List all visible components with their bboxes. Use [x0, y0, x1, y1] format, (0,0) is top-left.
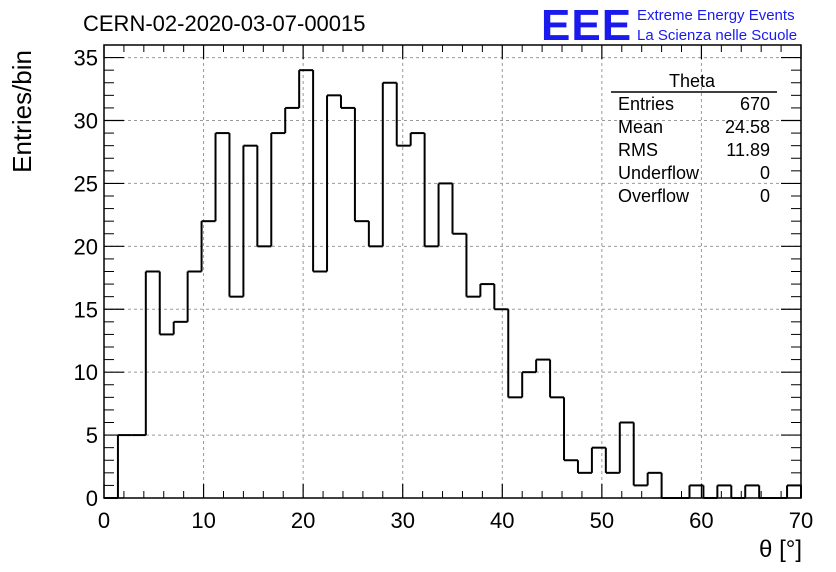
stats-label-overflow: Overflow [618, 186, 690, 206]
stats-title: Theta [669, 71, 716, 91]
x-tick-label: 0 [98, 508, 110, 533]
stats-value-overflow: 0 [760, 186, 770, 206]
y-tick-label: 20 [74, 234, 98, 259]
stats-value-entries: 670 [740, 94, 770, 114]
eee-logo-line1: Extreme Energy Events [637, 7, 795, 24]
stats-value-rms: 11.89 [726, 140, 770, 160]
stats-label-mean: Mean [618, 117, 663, 137]
y-tick-label: 15 [74, 297, 98, 322]
y-tick-label: 35 [74, 46, 98, 71]
stats-box: Theta Entries 670 Mean 24.58 RMS 11.89 U… [611, 71, 777, 206]
plot-frame [103, 44, 802, 499]
x-tick-label: 30 [390, 508, 414, 533]
stats-label-entries: Entries [618, 94, 674, 114]
stats-label-underflow: Underflow [618, 163, 700, 183]
eee-logo: EEE [541, 1, 632, 50]
y-tick-label: 30 [74, 109, 98, 134]
x-axis-label: θ [°] [759, 536, 802, 563]
x-tick-label: 50 [590, 508, 614, 533]
tick-labels: 0 10 20 30 40 50 60 70 0 5 10 15 20 25 30 35 [74, 46, 814, 533]
y-tick-label: 25 [74, 171, 98, 196]
x-tick-label: 40 [490, 508, 514, 533]
eee-logo-line2: La Scienza nelle Scuole [637, 27, 797, 44]
y-tick-label: 5 [86, 423, 98, 448]
x-tick-label: 10 [191, 508, 215, 533]
y-axis-label: Entries/bin [7, 50, 37, 173]
stats-value-underflow: 0 [760, 163, 770, 183]
axis-ticks [103, 44, 802, 499]
chart-title: CERN-02-2020-03-07-00015 [83, 11, 366, 36]
x-tick-label: 70 [789, 508, 813, 533]
stats-value-mean: 24.58 [725, 117, 770, 137]
x-tick-label: 60 [689, 508, 713, 533]
histogram-bins [104, 69, 802, 499]
grid-lines [104, 45, 801, 498]
x-tick-label: 20 [291, 508, 315, 533]
y-tick-label: 10 [74, 360, 98, 385]
y-tick-label: 0 [86, 486, 98, 511]
stats-label-rms: RMS [618, 140, 658, 160]
